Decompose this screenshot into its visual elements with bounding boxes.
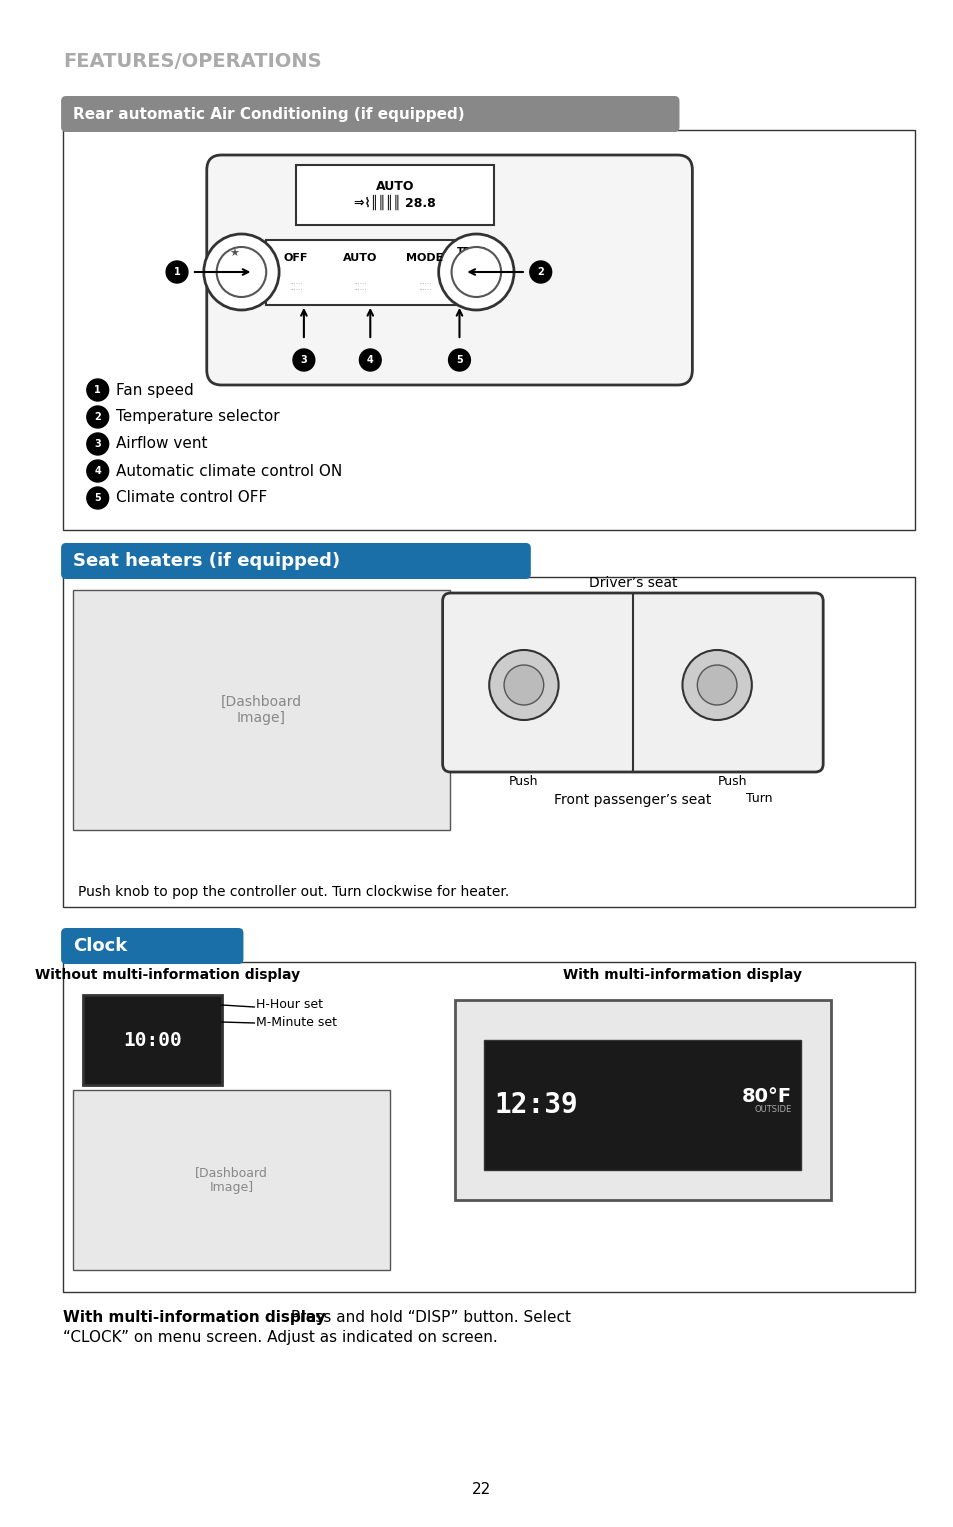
Text: OUTSIDE: OUTSIDE: [754, 1106, 791, 1115]
Text: Climate control OFF: Climate control OFF: [115, 490, 267, 505]
Circle shape: [293, 350, 314, 371]
Text: 2: 2: [94, 412, 101, 421]
Text: M-Minute set: M-Minute set: [256, 1015, 337, 1029]
Bar: [454, 1000, 830, 1200]
Text: AUTO: AUTO: [343, 253, 377, 263]
Circle shape: [204, 234, 279, 310]
Text: Without multi-information display: Without multi-information display: [34, 968, 299, 982]
Text: ......
......: ...... ......: [289, 278, 302, 292]
Text: [Dashboard
Image]: [Dashboard Image]: [195, 1167, 268, 1194]
Text: Airflow vent: Airflow vent: [115, 437, 207, 452]
Text: 1: 1: [94, 385, 101, 395]
Text: ......
......: ...... ......: [417, 278, 431, 292]
FancyBboxPatch shape: [61, 544, 530, 579]
Text: AUTO
⇒⌇║║║║ 28.8: AUTO ⇒⌇║║║║ 28.8: [354, 180, 436, 211]
Text: 1: 1: [173, 267, 180, 276]
Text: ......
......: ...... ......: [354, 278, 367, 292]
Circle shape: [529, 261, 551, 282]
Circle shape: [503, 664, 543, 705]
Text: Clock: Clock: [72, 938, 127, 954]
Text: Press and hold “DISP” button. Select: Press and hold “DISP” button. Select: [286, 1310, 571, 1325]
Bar: [63, 130, 914, 530]
FancyBboxPatch shape: [61, 928, 243, 964]
Bar: [266, 240, 464, 305]
Text: With multi-information display: With multi-information display: [63, 1310, 326, 1325]
Bar: [63, 962, 914, 1292]
FancyBboxPatch shape: [207, 156, 692, 385]
Bar: [72, 589, 449, 831]
Circle shape: [438, 234, 514, 310]
Text: OFF: OFF: [283, 253, 308, 263]
Text: Temperature selector: Temperature selector: [115, 409, 279, 425]
FancyBboxPatch shape: [61, 96, 679, 131]
Bar: [83, 996, 221, 1086]
Text: Automatic climate control ON: Automatic climate control ON: [115, 464, 341, 478]
Bar: [72, 1090, 390, 1270]
Text: 2: 2: [537, 267, 543, 276]
Text: 5: 5: [94, 493, 101, 502]
Circle shape: [681, 651, 751, 721]
Circle shape: [87, 434, 109, 455]
Circle shape: [87, 406, 109, 428]
Text: MODE: MODE: [406, 253, 443, 263]
Circle shape: [216, 247, 266, 296]
Circle shape: [166, 261, 188, 282]
Text: Seat heaters (if equipped): Seat heaters (if equipped): [72, 551, 340, 570]
Text: 80°F: 80°F: [740, 1087, 791, 1107]
Text: Front passenger’s seat: Front passenger’s seat: [554, 793, 711, 806]
Text: 4: 4: [367, 354, 374, 365]
Text: FEATURES/OPERATIONS: FEATURES/OPERATIONS: [63, 52, 321, 70]
Text: H-Hour set: H-Hour set: [256, 999, 323, 1011]
Circle shape: [87, 379, 109, 402]
Bar: [295, 165, 494, 224]
Text: Push: Push: [717, 776, 746, 788]
Circle shape: [489, 651, 558, 721]
Text: Rear automatic Air Conditioning (if equipped): Rear automatic Air Conditioning (if equi…: [72, 107, 464, 122]
Bar: [63, 577, 914, 907]
Text: 12:39: 12:39: [494, 1090, 578, 1119]
Circle shape: [697, 664, 737, 705]
Circle shape: [87, 460, 109, 483]
Circle shape: [359, 350, 381, 371]
Text: “CLOCK” on menu screen. Adjust as indicated on screen.: “CLOCK” on menu screen. Adjust as indica…: [63, 1330, 497, 1345]
FancyBboxPatch shape: [442, 592, 822, 773]
Text: [Dashboard
Image]: [Dashboard Image]: [220, 695, 301, 725]
Text: Fan speed: Fan speed: [115, 382, 193, 397]
Text: Turn: Turn: [744, 793, 771, 805]
Text: TEMP: TEMP: [456, 247, 487, 257]
Circle shape: [87, 487, 109, 508]
Bar: [484, 1040, 801, 1170]
Text: Driver’s seat: Driver’s seat: [588, 576, 677, 589]
Text: With multi-information display: With multi-information display: [562, 968, 801, 982]
Text: 5: 5: [456, 354, 462, 365]
Text: Push knob to pop the controller out. Turn clockwise for heater.: Push knob to pop the controller out. Tur…: [78, 886, 509, 899]
Text: 3: 3: [94, 438, 101, 449]
Circle shape: [451, 247, 500, 296]
Text: 10:00: 10:00: [123, 1031, 181, 1049]
Text: 4: 4: [94, 466, 101, 476]
Text: 3: 3: [300, 354, 307, 365]
Text: ★: ★: [230, 249, 239, 260]
Text: 22: 22: [471, 1483, 491, 1498]
Circle shape: [448, 350, 470, 371]
Text: Push: Push: [509, 776, 538, 788]
